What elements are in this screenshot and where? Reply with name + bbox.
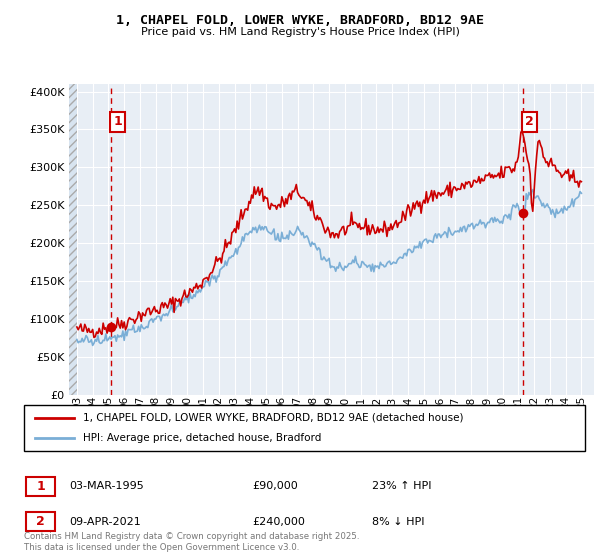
Text: HPI: Average price, detached house, Bradford: HPI: Average price, detached house, Brad… [83, 433, 321, 443]
Text: 8% ↓ HPI: 8% ↓ HPI [372, 517, 425, 527]
Text: £240,000: £240,000 [252, 517, 305, 527]
Text: 1, CHAPEL FOLD, LOWER WYKE, BRADFORD, BD12 9AE: 1, CHAPEL FOLD, LOWER WYKE, BRADFORD, BD… [116, 14, 484, 27]
Text: Price paid vs. HM Land Registry's House Price Index (HPI): Price paid vs. HM Land Registry's House … [140, 27, 460, 37]
Text: Contains HM Land Registry data © Crown copyright and database right 2025.
This d: Contains HM Land Registry data © Crown c… [24, 532, 359, 552]
Bar [69, 84, 77, 395]
Text: 1: 1 [113, 115, 122, 128]
Text: 1: 1 [36, 479, 45, 493]
Text: £90,000: £90,000 [252, 481, 298, 491]
Text: 09-APR-2021: 09-APR-2021 [69, 517, 141, 527]
Text: 23% ↑ HPI: 23% ↑ HPI [372, 481, 431, 491]
Text: 03-MAR-1995: 03-MAR-1995 [69, 481, 144, 491]
Text: 2: 2 [36, 515, 45, 529]
Text: 2: 2 [525, 115, 533, 128]
Text: 1, CHAPEL FOLD, LOWER WYKE, BRADFORD, BD12 9AE (detached house): 1, CHAPEL FOLD, LOWER WYKE, BRADFORD, BD… [83, 413, 463, 423]
